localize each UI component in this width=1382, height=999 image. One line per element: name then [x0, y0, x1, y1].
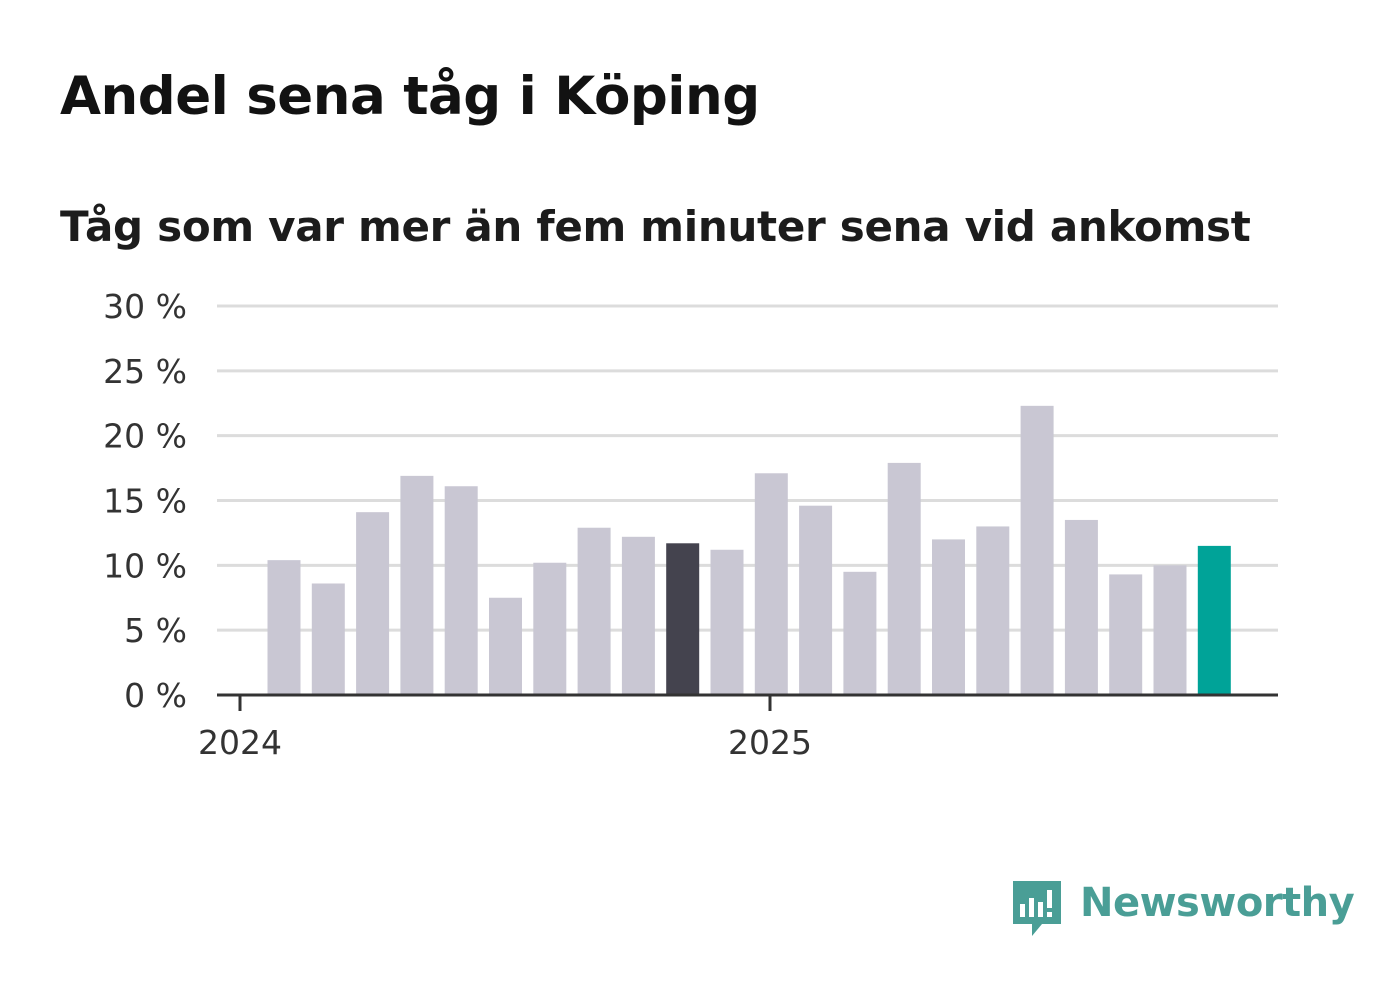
chart-subtitle: Tåg som var mer än fem minuter sena vid …: [60, 202, 1251, 251]
bar: [1197, 545, 1231, 695]
bar: [932, 539, 965, 695]
y-tick-label: 5 %: [124, 611, 187, 650]
bar: [577, 527, 611, 695]
bar: [1064, 519, 1098, 695]
bar: [1153, 565, 1187, 695]
bar: [843, 571, 877, 695]
bar: [621, 536, 655, 695]
bar: [489, 597, 522, 695]
bar: [444, 486, 478, 695]
bar: [356, 512, 390, 695]
x-tick-label: 2025: [728, 723, 812, 762]
bar: [666, 543, 700, 695]
newsworthy-icon: [1013, 881, 1061, 936]
y-tick-label: 0 %: [124, 676, 187, 715]
y-tick-label: 20 %: [103, 417, 187, 456]
bar: [267, 560, 301, 695]
bar: [754, 473, 788, 695]
bar: [400, 475, 434, 695]
bar: [311, 583, 345, 695]
bar: [887, 462, 921, 695]
brand-name: Newsworthy: [1080, 880, 1355, 926]
chart-title: Andel sena tåg i Köping: [60, 66, 760, 127]
y-tick-label: 30 %: [103, 287, 187, 326]
y-tick-label: 15 %: [103, 482, 187, 521]
bar: [1020, 405, 1054, 695]
y-tick-label: 25 %: [103, 352, 187, 391]
bar: [710, 549, 744, 695]
bar: [799, 505, 833, 695]
bar: [1109, 574, 1143, 695]
x-tick-label: 2024: [198, 723, 282, 762]
bar: [533, 562, 567, 695]
bar: [976, 526, 1010, 695]
y-tick-label: 10 %: [103, 546, 187, 585]
brand-logo: Newsworthy: [1010, 878, 1355, 942]
